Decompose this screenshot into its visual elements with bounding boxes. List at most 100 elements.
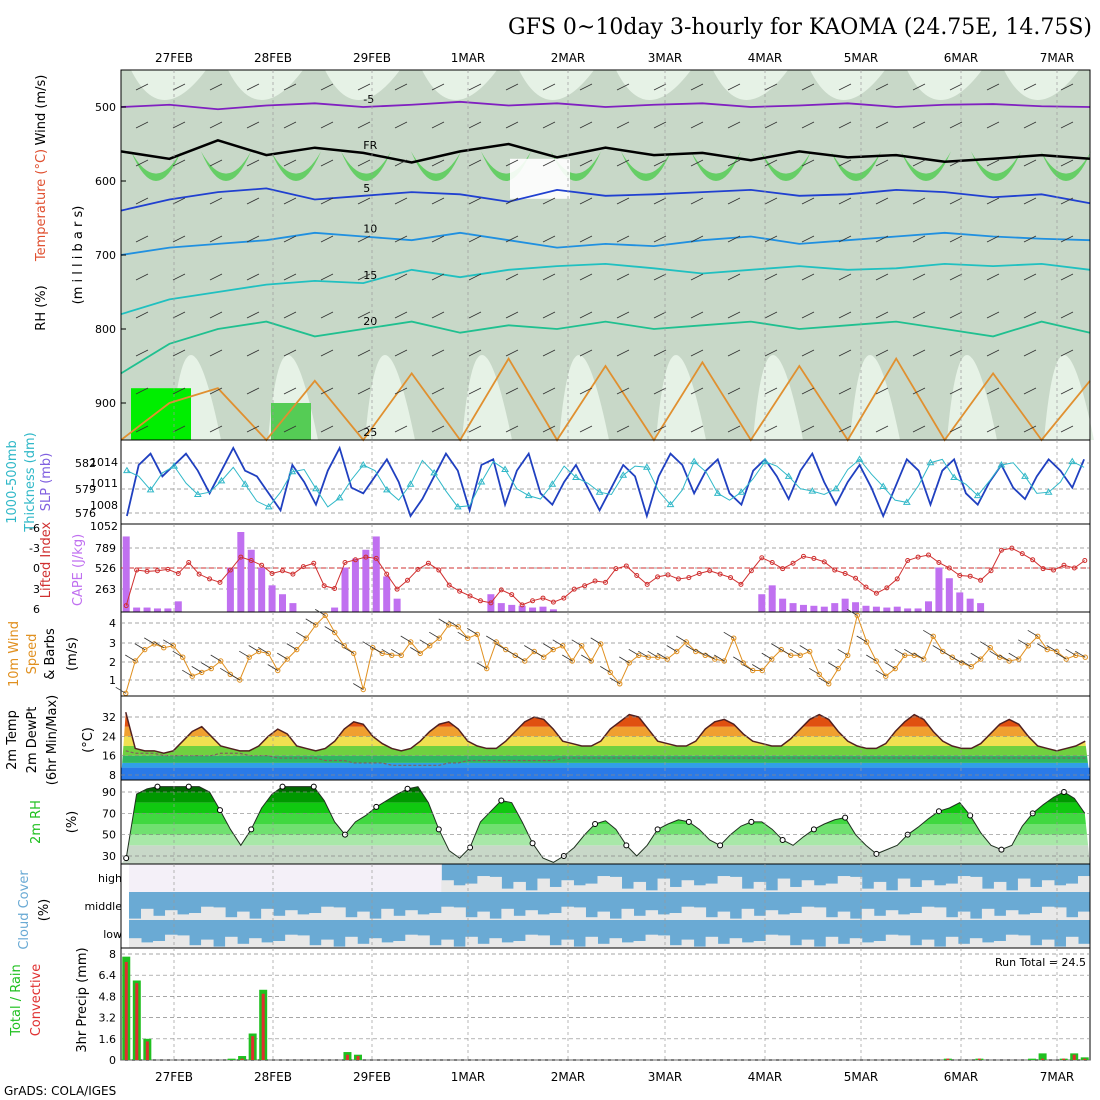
cloud-clear-cell	[345, 917, 358, 920]
wind-speed-point	[446, 622, 452, 628]
wind-barb	[209, 273, 223, 281]
wind-barb	[320, 273, 334, 281]
wind-barb	[172, 197, 186, 205]
cape-bar	[237, 532, 245, 612]
wind-barb-surface	[324, 626, 335, 633]
cloud-clear-cell	[537, 878, 550, 892]
wind-speed-point	[978, 656, 984, 662]
wind-barb	[579, 197, 593, 205]
precip-tick: 0	[109, 1054, 116, 1067]
wind-barb-surface	[438, 618, 449, 626]
rh-point	[498, 797, 505, 804]
wind-barb	[616, 425, 630, 433]
lifted-index-point	[769, 560, 775, 566]
cloud-clear-cell	[885, 910, 899, 920]
wind-barb	[357, 273, 371, 281]
wind-barb	[468, 273, 482, 281]
precip-convective-bar	[345, 1054, 349, 1060]
wind-speed-point	[132, 658, 138, 664]
ylabel-lifted-index: Lifted Index	[39, 521, 54, 598]
cloud-clear-cell	[777, 935, 791, 948]
wind-barb	[542, 159, 556, 167]
wind-barb	[283, 311, 297, 319]
wind-barb	[912, 121, 926, 129]
ylabel-degc: (°C)	[81, 727, 96, 753]
thickness-marker	[548, 480, 557, 487]
wind-barb	[505, 387, 519, 395]
cloud-clear-cell	[837, 943, 851, 948]
lifted-index-point	[446, 582, 452, 588]
date-label-bottom: 4MAR	[748, 1070, 783, 1084]
rh-dry-patch	[325, 70, 400, 100]
cloud-clear-cell	[1053, 907, 1067, 920]
cloud-clear-cell	[285, 864, 298, 892]
cloud-clear-cell	[609, 918, 623, 920]
wind-barb	[320, 159, 334, 167]
cloud-clear-cell	[333, 907, 346, 920]
wind-barb-surface	[799, 645, 810, 652]
thickness-marker	[808, 487, 817, 494]
rh-tick: 90	[102, 786, 116, 799]
wind-barb	[505, 349, 519, 357]
lifted-index-point	[207, 576, 213, 582]
cloud-clear-cell	[1077, 911, 1091, 920]
wind-barb	[986, 387, 1000, 395]
cloud-clear-cell	[321, 906, 334, 920]
wind-barb	[764, 425, 778, 433]
cloud-clear-cell	[453, 885, 466, 892]
wind-barb-surface	[486, 635, 497, 643]
cape-bar	[133, 607, 141, 612]
cloud-clear-cell	[465, 936, 478, 948]
ylabel-millibars: (m i l l i b a r s)	[71, 206, 86, 305]
wind-barb	[468, 349, 482, 357]
date-label-top: 27FEB	[155, 51, 193, 65]
rh-moist-band	[901, 151, 951, 181]
wind-barb	[949, 311, 963, 319]
cloud-clear-cell	[177, 914, 190, 920]
lifted-index-point	[926, 552, 931, 558]
wind-barb-surface	[1008, 652, 1019, 660]
wind-barb	[875, 197, 889, 205]
pressure-tick: 600	[95, 175, 116, 188]
wind-barb	[838, 425, 852, 433]
thickness-marker	[501, 465, 509, 473]
cloud-clear-cell	[693, 907, 707, 920]
lifted-index-point	[477, 598, 483, 604]
rh-band	[121, 824, 1090, 835]
precip-convective-bar	[977, 1058, 981, 1060]
wind-barb	[727, 425, 741, 433]
rh-point	[717, 842, 724, 849]
lifted-index-point	[759, 555, 765, 561]
date-label-top: 5MAR	[844, 51, 879, 65]
cloud-clear-cell	[933, 907, 947, 920]
wind-barb	[172, 159, 186, 167]
wind-barb	[875, 121, 889, 129]
cloud-clear-cell	[921, 906, 935, 920]
cape-bar	[153, 608, 161, 612]
precip-convective-bar	[1083, 1058, 1087, 1060]
wind-barb	[949, 273, 963, 281]
wind-barb	[912, 349, 926, 357]
wind-barb	[875, 349, 889, 357]
wind-barb	[431, 159, 445, 167]
rh-point	[310, 783, 317, 790]
cloud-clear-cell	[357, 943, 370, 948]
wind-speed-point	[1006, 658, 1012, 664]
wind-barb	[1023, 273, 1037, 281]
wind-speed-point	[655, 654, 661, 660]
cloud-clear-cell	[633, 941, 647, 948]
cloud-clear-cell	[573, 907, 586, 920]
wind-barb	[912, 311, 926, 319]
cloud-clear-cell	[1065, 883, 1079, 892]
wind-barb	[727, 83, 741, 91]
lifted-index-point	[134, 567, 140, 573]
wind-barb	[616, 273, 630, 281]
ylabel-slp: SLP (mb)	[39, 453, 54, 512]
wind-barb	[135, 83, 149, 91]
wind-barb	[616, 349, 630, 357]
thickness-marker	[737, 488, 746, 495]
wind-barb	[394, 159, 408, 167]
wind-barb	[838, 83, 852, 91]
cloud-clear-cell	[741, 908, 755, 920]
cloud-clear-cell	[717, 911, 731, 920]
